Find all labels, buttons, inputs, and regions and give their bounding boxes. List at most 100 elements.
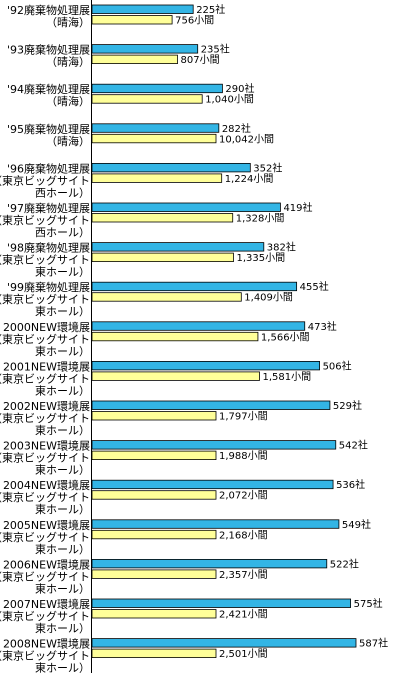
value-label-booths: 1,988小間 xyxy=(219,450,268,462)
value-label-exhibitors: 282社 xyxy=(222,122,251,135)
category-label: '95廃棄物処理展 xyxy=(7,122,90,136)
bar-exhibitors xyxy=(91,44,199,54)
value-label-booths: 756小間 xyxy=(175,15,214,27)
bar-booths xyxy=(91,292,242,302)
category-label: （晴海） xyxy=(46,15,90,29)
value-label-booths: 1,581小間 xyxy=(263,371,312,383)
category-label: （晴海） xyxy=(46,94,90,108)
category-label: '96廃棄物処理展 xyxy=(7,161,90,175)
bar-booths xyxy=(91,450,217,461)
value-label-booths: 2,357小間 xyxy=(219,569,268,581)
category-label: （東京ビッグサイト xyxy=(0,530,90,544)
value-label-booths: 1,328小間 xyxy=(236,213,285,225)
category-label: 東ホール） xyxy=(35,345,90,358)
value-label-booths: 1,566小間 xyxy=(261,331,310,343)
value-label-exhibitors: 419社 xyxy=(283,201,312,214)
category-label: 東ホール） xyxy=(35,384,90,397)
category-label: （東京ビッグサイト xyxy=(0,213,90,227)
value-label-exhibitors: 455社 xyxy=(300,280,329,293)
value-label-exhibitors: 473社 xyxy=(308,320,337,333)
bar-booths xyxy=(91,252,234,263)
category-label: '92廃棄物処理展 xyxy=(7,3,90,17)
category-label: 2008NEW環境展 xyxy=(3,637,90,651)
category-label: 2004NEW環境展 xyxy=(3,478,90,492)
category-label: '93廃棄物処理展 xyxy=(7,43,90,57)
value-label-exhibitors: 382社 xyxy=(267,241,296,254)
value-label-exhibitors: 506社 xyxy=(323,359,352,372)
bar-booths xyxy=(91,213,234,223)
category-label: 東ホール） xyxy=(35,266,90,279)
bar-exhibitors xyxy=(91,321,306,331)
category-label: （東京ビッグサイト xyxy=(0,490,90,504)
bar-booths xyxy=(91,173,223,183)
value-label-booths: 1,335小間 xyxy=(236,252,285,264)
category-label: （東京ビッグサイト xyxy=(0,173,90,187)
value-label-booths: 1,409小間 xyxy=(244,292,293,304)
category-label: 2001NEW環境展 xyxy=(3,359,90,373)
category-label: '94廃棄物処理展 xyxy=(7,82,90,96)
bar-exhibitors xyxy=(91,360,320,371)
value-label-booths: 2,421小間 xyxy=(219,609,268,621)
value-label-booths: 2,072小間 xyxy=(219,490,268,502)
category-label: 2002NEW環境展 xyxy=(3,399,90,413)
category-label: 東ホール） xyxy=(35,622,90,635)
bar-booths xyxy=(91,609,217,619)
bar-exhibitors xyxy=(91,83,223,94)
category-label: （晴海） xyxy=(46,134,90,148)
bar-exhibitors xyxy=(91,400,331,410)
bar-exhibitors xyxy=(91,4,194,14)
category-label: （東京ビッグサイト xyxy=(0,292,90,306)
category-label: 2007NEW環境展 xyxy=(3,597,90,611)
category-label: （東京ビッグサイト xyxy=(0,253,90,267)
category-label: 東ホール） xyxy=(35,662,90,673)
category-label: 2005NEW環境展 xyxy=(3,518,90,532)
category-label: 東ホール） xyxy=(35,424,90,437)
bar-booths xyxy=(91,133,217,144)
category-label: （東京ビッグサイト xyxy=(0,332,90,346)
category-label: 2006NEW環境展 xyxy=(3,557,90,571)
bar-exhibitors xyxy=(91,638,357,648)
value-label-booths: 2,168小間 xyxy=(219,529,268,541)
bar-exhibitors xyxy=(91,242,265,252)
bar-booths xyxy=(91,490,217,500)
value-label-exhibitors: 529社 xyxy=(333,399,362,412)
bar-booths xyxy=(91,94,203,104)
value-label-exhibitors: 536社 xyxy=(336,478,365,491)
bar-booths xyxy=(91,331,259,342)
bar-exhibitors xyxy=(91,598,352,608)
value-label-exhibitors: 235社 xyxy=(201,43,230,56)
bar-exhibitors xyxy=(91,123,220,133)
value-label-exhibitors: 522社 xyxy=(330,557,359,570)
category-label: （晴海） xyxy=(46,55,90,69)
category-label: 東ホール） xyxy=(35,464,90,477)
value-label-booths: 1,040小間 xyxy=(205,94,254,106)
value-label-booths: 1,224小間 xyxy=(225,173,274,185)
category-label: （東京ビッグサイト xyxy=(0,569,90,583)
category-label: 東ホール） xyxy=(35,543,90,556)
category-label: 東ホール） xyxy=(35,582,90,595)
bar-booths xyxy=(91,371,260,381)
category-label: （東京ビッグサイト xyxy=(0,649,90,663)
category-label: （東京ビッグサイト xyxy=(0,411,90,425)
category-label: '99廃棄物処理展 xyxy=(7,280,90,294)
value-label-exhibitors: 290社 xyxy=(225,82,254,95)
bar-exhibitors xyxy=(91,479,334,490)
value-label-exhibitors: 549社 xyxy=(342,518,371,531)
category-label: 東ホール） xyxy=(35,305,90,318)
value-label-booths: 807小間 xyxy=(181,54,220,66)
category-label: （東京ビッグサイト xyxy=(0,371,90,385)
